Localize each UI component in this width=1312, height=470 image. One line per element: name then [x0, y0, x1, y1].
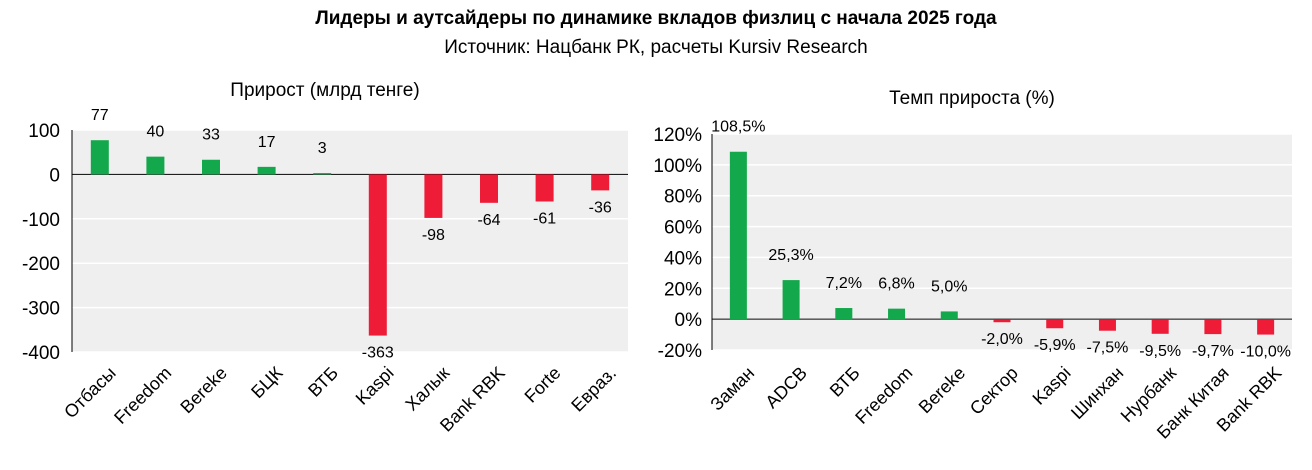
bar — [202, 159, 220, 175]
data-label: 25,3% — [768, 247, 813, 264]
y-tick-label-2: 20% — [664, 279, 702, 300]
bar — [424, 174, 443, 218]
x-category-label: Freedom — [851, 363, 916, 428]
data-label: -9,5% — [1139, 343, 1181, 360]
bar — [888, 308, 906, 320]
y-tick-label-2: 80% — [664, 187, 702, 208]
figure-subtitle: Источник: Нацбанк РК, расчеты Kursiv Res… — [444, 37, 868, 58]
y-tick-label-1: 100 — [28, 121, 60, 142]
x-category-label: Евраз. — [567, 363, 620, 416]
y-tick-label-1: -200 — [22, 254, 60, 275]
bar — [993, 319, 1011, 323]
data-label: 108,5% — [711, 119, 765, 136]
bar — [1098, 319, 1116, 331]
y-tick-label-2: -20% — [658, 341, 702, 362]
bar — [368, 174, 387, 336]
data-label: -5,9% — [1034, 337, 1076, 354]
y-tick-label-2: 60% — [664, 218, 702, 239]
bar — [313, 173, 332, 175]
y-tick-label-2: 40% — [664, 248, 702, 269]
x-category-label: Freedom — [110, 363, 175, 428]
y-tick-label-2: 0% — [675, 310, 703, 331]
plot-area-2 — [712, 134, 1292, 350]
data-label: 77 — [91, 107, 109, 124]
x-category-label: Заман — [706, 363, 758, 415]
bar — [782, 280, 800, 320]
data-label: 3 — [318, 140, 327, 157]
x-category-label: Халык — [401, 363, 453, 415]
y-tick-label-2: 100% — [653, 156, 702, 177]
panel-title-1: Прирост (млрд тенге) — [230, 80, 419, 101]
x-category-label: Kaspi — [1029, 363, 1075, 409]
x-category-label: ВТБ — [304, 363, 342, 401]
data-label: -10,0% — [1240, 344, 1291, 361]
bar — [1257, 319, 1275, 335]
bar — [940, 311, 958, 320]
data-label: -36 — [589, 199, 612, 216]
y-tick-label-1: 0 — [49, 165, 60, 186]
bar — [1046, 319, 1064, 329]
panel-title-2: Темп прироста (%) — [889, 88, 1055, 109]
data-label: 33 — [202, 127, 220, 144]
data-label: -9,7% — [1192, 343, 1234, 360]
data-label: -98 — [422, 227, 445, 244]
figure-title: Лидеры и аутсайдеры по динамике вкладов … — [315, 8, 997, 29]
data-label: -7,5% — [1087, 340, 1129, 357]
bar — [591, 174, 610, 191]
data-label: 6,8% — [878, 276, 914, 293]
bar — [729, 151, 747, 320]
data-label: 7,2% — [826, 275, 862, 292]
data-label: -64 — [477, 212, 500, 229]
data-label: -61 — [533, 210, 556, 227]
plot-area-1 — [72, 130, 628, 352]
data-label: -2,0% — [981, 331, 1023, 348]
x-category-label: Bereke — [176, 363, 230, 417]
x-category-label: Forte — [521, 363, 565, 407]
y-tick-label-1: -100 — [22, 210, 60, 231]
data-label: 17 — [258, 134, 276, 151]
data-label: 40 — [147, 124, 165, 141]
y-tick-label-1: -400 — [22, 343, 60, 364]
y-tick-label-2: 120% — [653, 125, 702, 146]
x-category-label: Kaspi — [352, 363, 398, 409]
data-label: -363 — [362, 345, 394, 362]
data-label: 5,0% — [931, 278, 967, 295]
bar — [1151, 319, 1169, 334]
bar — [146, 156, 165, 175]
x-category-label: Сектор — [966, 363, 1022, 419]
x-category-label: ADCB — [761, 363, 811, 413]
bar — [535, 174, 554, 202]
bar — [1204, 319, 1222, 335]
bar — [90, 140, 109, 175]
bar — [480, 174, 498, 203]
y-tick-label-1: -300 — [22, 299, 60, 320]
x-category-label: Bereke — [915, 363, 969, 417]
x-category-label: БЦК — [247, 362, 287, 402]
x-category-label: ВТБ — [826, 363, 864, 401]
bar — [257, 166, 276, 175]
bar — [835, 308, 853, 320]
